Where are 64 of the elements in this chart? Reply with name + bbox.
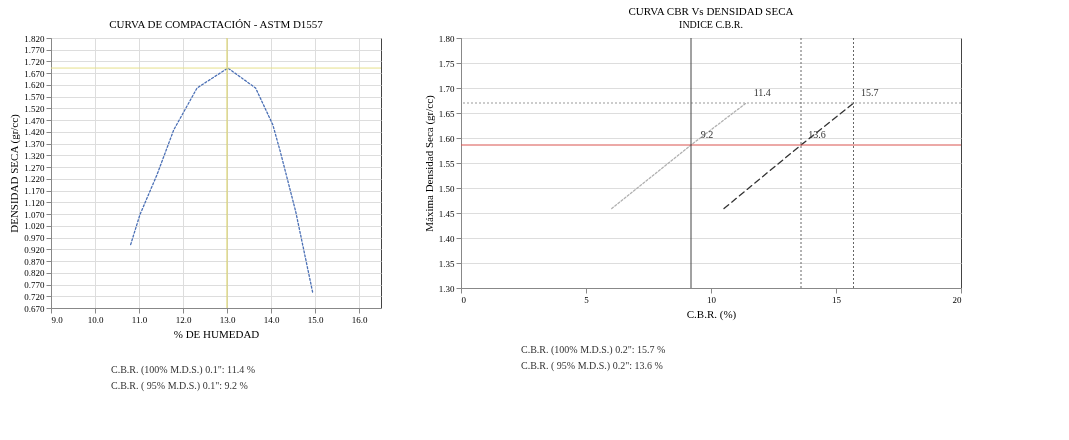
y-tick-label: 1.670 bbox=[24, 68, 45, 79]
x-tick-label: 9.0 bbox=[51, 314, 64, 325]
y-tick-label: 1.65 bbox=[438, 108, 455, 119]
annotation: 15.7 bbox=[861, 87, 879, 98]
x-tick-label: 12.0 bbox=[175, 314, 192, 325]
y-tick-label: 1.620 bbox=[24, 80, 45, 91]
y-tick-label: 1.420 bbox=[24, 127, 45, 138]
x-tick-label: 0 bbox=[461, 294, 467, 305]
text: C.B.R. (100% M.D.S.) 0.1": 11.4 % bbox=[111, 364, 255, 376]
y-tick-label: 0.720 bbox=[24, 291, 45, 302]
text: C.B.R. ( 95% M.D.S.) 0.2": 13.6 % bbox=[521, 360, 663, 372]
y-tick-label: 1.70 bbox=[438, 83, 455, 94]
y-tick-label: 1.070 bbox=[24, 209, 45, 220]
x-axis-title: % DE HUMEDAD bbox=[173, 327, 260, 340]
y-tick-label: 1.80 bbox=[438, 33, 455, 44]
y-tick-label: 1.60 bbox=[438, 133, 455, 144]
y-tick-label: 1.570 bbox=[24, 92, 45, 103]
x-tick-label: 15.0 bbox=[307, 314, 324, 325]
y-tick-label: 1.45 bbox=[438, 208, 455, 219]
y-tick-label: 1.470 bbox=[24, 115, 45, 126]
y-tick-label: 1.50 bbox=[438, 183, 455, 194]
y-tick-label: 1.370 bbox=[24, 139, 45, 150]
y-tick-label: 1.35 bbox=[438, 258, 455, 269]
y-tick-label: 0.870 bbox=[24, 256, 45, 267]
text: C.B.R. (100% M.D.S.) 0.2": 15.7 % bbox=[521, 344, 666, 356]
y-tick-label: 0.820 bbox=[24, 268, 45, 279]
x-tick-label: 11.0 bbox=[131, 314, 148, 325]
annotation: 9.2 bbox=[700, 129, 714, 140]
annotation: 11.4 bbox=[753, 87, 771, 98]
y-tick-label: 1.30 bbox=[438, 283, 455, 294]
y-tick-label: 1.40 bbox=[438, 233, 455, 244]
y-tick-label: 0.770 bbox=[24, 280, 45, 291]
x-tick-label: 13.0 bbox=[219, 314, 236, 325]
y-tick-label: 1.020 bbox=[24, 221, 45, 232]
chart-subtitle: INDICE C.B.R. bbox=[679, 19, 743, 30]
y-tick-label: 1.270 bbox=[24, 162, 45, 173]
y-tick-label: 0.670 bbox=[24, 303, 45, 314]
x-tick-label: 16.0 bbox=[351, 314, 368, 325]
chart-title: CURVA CBR Vs DENSIDAD SECA bbox=[628, 5, 794, 17]
y-tick-label: 1.75 bbox=[438, 58, 455, 69]
y-tick-label: 1.820 bbox=[24, 33, 45, 44]
y-axis-title: DENSIDAD SECA (gr/cc) bbox=[8, 113, 22, 233]
line-series bbox=[129, 67, 314, 294]
y-tick-label: 0.970 bbox=[24, 233, 45, 244]
y-tick-label: 0.920 bbox=[24, 244, 45, 255]
chart-title: CURVA DE COMPACTACIÓN - ASTM D1557 bbox=[109, 18, 324, 30]
text: C.B.R. ( 95% M.D.S.) 0.1": 9.2 % bbox=[111, 380, 248, 392]
y-tick-label: 1.170 bbox=[24, 186, 45, 197]
y-tick-label: 1.320 bbox=[24, 150, 45, 161]
y-tick-label: 1.55 bbox=[438, 158, 455, 169]
y-axis-title: Máxima Densidad Seca (gr/cc) bbox=[422, 94, 436, 232]
x-tick-label: 14.0 bbox=[263, 314, 280, 325]
x-axis-title: C.B.R. (%) bbox=[686, 307, 737, 321]
y-tick-label: 1.770 bbox=[24, 45, 45, 56]
y-tick-label: 1.120 bbox=[24, 197, 45, 208]
x-tick-label: 15 bbox=[832, 294, 842, 305]
annotation: 13.6 bbox=[808, 129, 826, 140]
y-tick-label: 1.720 bbox=[24, 56, 45, 67]
y-tick-label: 1.520 bbox=[24, 103, 45, 114]
x-tick-label: 20 bbox=[952, 294, 962, 305]
x-tick-label: 5 bbox=[584, 294, 590, 305]
y-tick-label: 1.220 bbox=[24, 174, 45, 185]
x-tick-label: 10 bbox=[707, 294, 717, 305]
x-tick-label: 10.0 bbox=[87, 314, 104, 325]
